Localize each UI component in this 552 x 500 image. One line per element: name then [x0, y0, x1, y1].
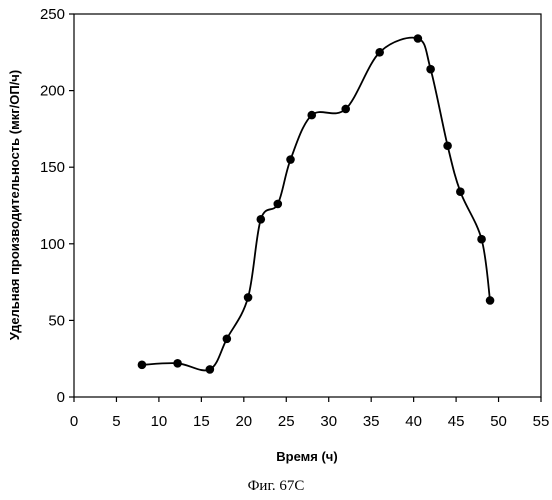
data-point: [257, 215, 266, 224]
data-point: [341, 105, 350, 114]
plot-area-frame: [74, 14, 541, 397]
data-point: [477, 235, 486, 244]
x-tick-label: 50: [490, 413, 507, 430]
data-point: [307, 111, 316, 120]
x-tick-label: 45: [448, 413, 465, 430]
data-point: [456, 187, 465, 196]
data-point: [138, 361, 147, 370]
x-tick-label: 40: [405, 413, 422, 430]
x-tick-label: 5: [112, 413, 120, 430]
series-line: [142, 38, 490, 371]
y-tick-label: 100: [40, 236, 65, 253]
chart: 0 50 100 150 200 250 0 5 10 15 20 25 30 35 40 45 50 55 В…: [0, 0, 552, 470]
y-tick-label: 250: [40, 6, 65, 23]
data-point: [375, 48, 384, 57]
x-axis-label: Время (ч): [276, 449, 337, 464]
x-tick-label: 25: [278, 413, 295, 430]
y-tick-label: 50: [48, 312, 65, 329]
x-axis-ticks: 0 5 10 15 20 25 30 35 40 45 50 55: [70, 397, 550, 430]
data-point: [414, 34, 423, 43]
data-point: [244, 293, 253, 302]
data-point: [206, 365, 215, 374]
x-tick-label: 10: [151, 413, 168, 430]
x-tick-label: 15: [193, 413, 210, 430]
data-point: [426, 65, 435, 74]
x-tick-label: 20: [235, 413, 252, 430]
y-tick-label: 0: [57, 389, 65, 406]
data-point: [486, 296, 495, 305]
x-tick-label: 55: [533, 413, 550, 430]
data-point: [286, 155, 295, 164]
figure-caption: Фиг. 67С: [0, 478, 552, 495]
data-point: [273, 200, 282, 209]
y-tick-label: 150: [40, 159, 65, 176]
x-tick-label: 30: [320, 413, 337, 430]
y-axis-ticks: 0 50 100 150 200 250: [40, 6, 74, 406]
data-point: [173, 359, 182, 368]
x-tick-label: 0: [70, 413, 78, 430]
x-tick-label: 35: [363, 413, 380, 430]
data-point: [223, 334, 232, 343]
y-axis-label: Удельная производительность (мкг/ОП/ч): [7, 70, 22, 340]
data-point: [443, 141, 452, 150]
y-tick-label: 200: [40, 83, 65, 100]
series-points: [138, 34, 495, 374]
